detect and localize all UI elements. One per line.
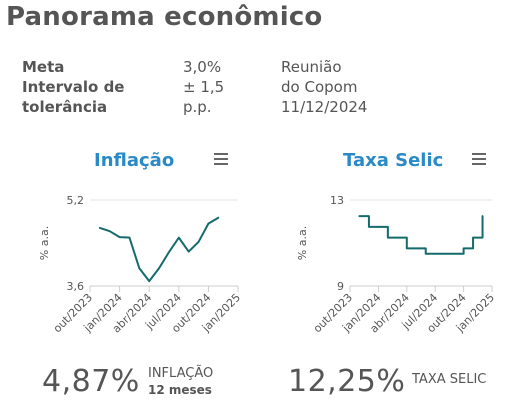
info-labels: Meta Intervalo de tolerância (22, 57, 124, 117)
meeting-label-2: do Copom (281, 78, 358, 96)
selic-big-label: TAXA SELIC (412, 372, 487, 387)
interval-value: ± 1,5 (183, 78, 225, 96)
inflation-menu-icon[interactable] (214, 153, 228, 165)
series-line (358, 215, 484, 255)
page-title: Panorama econômico (6, 2, 323, 32)
copom-meeting: Reunião do Copom 11/12/2024 (281, 57, 367, 117)
inflation-big-value: 4,87% (42, 364, 140, 399)
meeting-label: Reunião (281, 58, 342, 76)
meta-value: 3,0% (183, 58, 222, 76)
inflation-chart-title: Inflação (94, 150, 175, 171)
interval-label: Intervalo de (22, 78, 125, 96)
meeting-date: 11/12/2024 (281, 98, 368, 116)
y-tick-label: 13 (330, 194, 344, 207)
tolerance-label: tolerância (22, 98, 108, 116)
y-tick-label: 3,6 (67, 280, 85, 293)
selic-menu-icon[interactable] (472, 153, 486, 165)
y-axis-label: % a.a. (296, 226, 309, 260)
interval-unit: p.p. (183, 98, 212, 116)
selic-chart-title: Taxa Selic (343, 150, 444, 171)
selic-big-value: 12,25% (288, 364, 406, 399)
inflation-big-label: INFLAÇÃO (148, 366, 214, 381)
y-tick-label: 9 (337, 280, 344, 293)
inflation-big-sub: 12 meses (148, 383, 212, 397)
meta-label: Meta (22, 58, 65, 76)
info-values: 3,0% ± 1,5 p.p. (183, 57, 224, 117)
y-tick-label: 5,2 (67, 194, 85, 207)
series-line (98, 216, 220, 283)
y-axis-label: % a.a. (38, 226, 51, 260)
